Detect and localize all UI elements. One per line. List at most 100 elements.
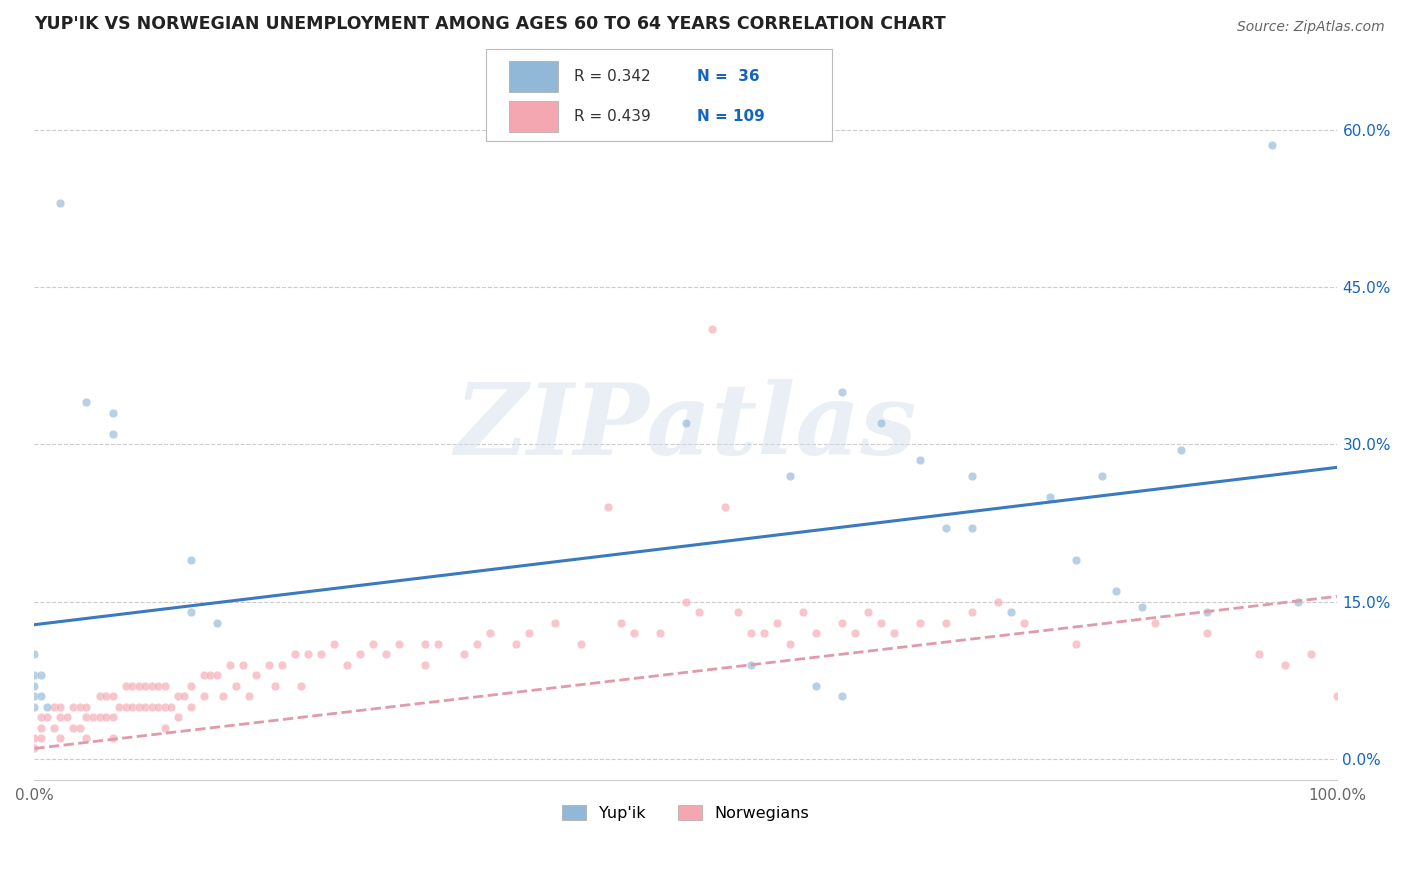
Point (700, 322, 723, 336)
Point (22, 668, 45, 682)
Point (30, 721, 52, 735)
Point (792, 605, 814, 619)
Point (323, 637, 346, 651)
Point (361, 637, 384, 651)
Point (804, 626, 827, 640)
Point (1014, 615, 1036, 630)
Point (56, 710, 79, 724)
Point (128, 699, 150, 714)
Point (870, 417, 893, 431)
Point (89, 689, 111, 703)
Point (141, 679, 163, 693)
Point (517, 626, 540, 640)
Point (69, 721, 91, 735)
Point (831, 615, 853, 630)
Point (844, 626, 866, 640)
Point (727, 605, 749, 619)
Point (101, 689, 124, 703)
Point (1066, 637, 1088, 651)
Point (69, 699, 91, 714)
Point (22, 699, 45, 714)
Point (609, 615, 631, 630)
Point (121, 679, 143, 693)
Point (62, 721, 84, 735)
Point (870, 615, 893, 630)
Point (49, 699, 72, 714)
Point (284, 647, 307, 661)
Point (173, 689, 195, 703)
Point (935, 521, 957, 535)
Point (779, 637, 801, 651)
Point (713, 500, 735, 515)
Point (413, 657, 436, 672)
Point (134, 679, 156, 693)
Point (675, 594, 697, 608)
Point (752, 626, 775, 640)
Point (232, 657, 254, 672)
Point (740, 657, 762, 672)
Point (22, 679, 45, 693)
Point (479, 626, 502, 640)
Point (22, 741, 45, 756)
Point (766, 615, 789, 630)
Text: YUP'IK VS NORWEGIAN UNEMPLOYMENT AMONG AGES 60 TO 64 YEARS CORRELATION CHART: YUP'IK VS NORWEGIAN UNEMPLOYMENT AMONG A… (34, 15, 946, 33)
Point (623, 626, 645, 640)
Point (505, 637, 527, 651)
Point (76, 395, 98, 409)
Point (22, 689, 45, 703)
Point (180, 699, 202, 714)
Text: R = 0.342: R = 0.342 (574, 70, 650, 84)
Point (205, 615, 228, 630)
Point (42, 721, 65, 735)
Point (205, 668, 228, 682)
Point (544, 615, 567, 630)
Point (270, 657, 292, 672)
Point (1326, 689, 1348, 703)
Point (30, 668, 52, 682)
FancyBboxPatch shape (509, 101, 558, 132)
Point (153, 679, 176, 693)
Point (30, 689, 52, 703)
Point (101, 710, 124, 724)
Point (1195, 626, 1218, 640)
Point (141, 699, 163, 714)
Point (264, 679, 287, 693)
Point (1143, 615, 1166, 630)
Point (166, 710, 188, 724)
Point (42, 699, 65, 714)
Point (297, 647, 319, 661)
Point (1299, 647, 1322, 661)
Point (114, 679, 136, 693)
Point (166, 689, 188, 703)
Point (1091, 468, 1114, 483)
Point (94, 710, 117, 724)
Point (89, 710, 111, 724)
Point (1104, 584, 1126, 599)
Point (1066, 552, 1088, 566)
Point (908, 615, 931, 630)
Point (245, 668, 267, 682)
Point (180, 605, 202, 619)
Point (596, 500, 619, 515)
Point (22, 731, 45, 745)
Point (804, 679, 827, 693)
Point (453, 647, 475, 661)
Point (146, 699, 169, 714)
Text: N =  36: N = 36 (697, 70, 761, 84)
Point (76, 710, 98, 724)
Point (49, 710, 72, 724)
Point (1261, 138, 1284, 153)
Point (128, 679, 150, 693)
Point (193, 689, 215, 703)
Point (336, 657, 359, 672)
Point (1247, 647, 1270, 661)
Point (309, 647, 332, 661)
Point (388, 637, 411, 651)
Point (146, 679, 169, 693)
Point (349, 647, 371, 661)
Point (212, 689, 235, 703)
Text: R = 0.439: R = 0.439 (574, 109, 651, 124)
Point (101, 731, 124, 745)
Point (180, 552, 202, 566)
Point (200, 668, 222, 682)
